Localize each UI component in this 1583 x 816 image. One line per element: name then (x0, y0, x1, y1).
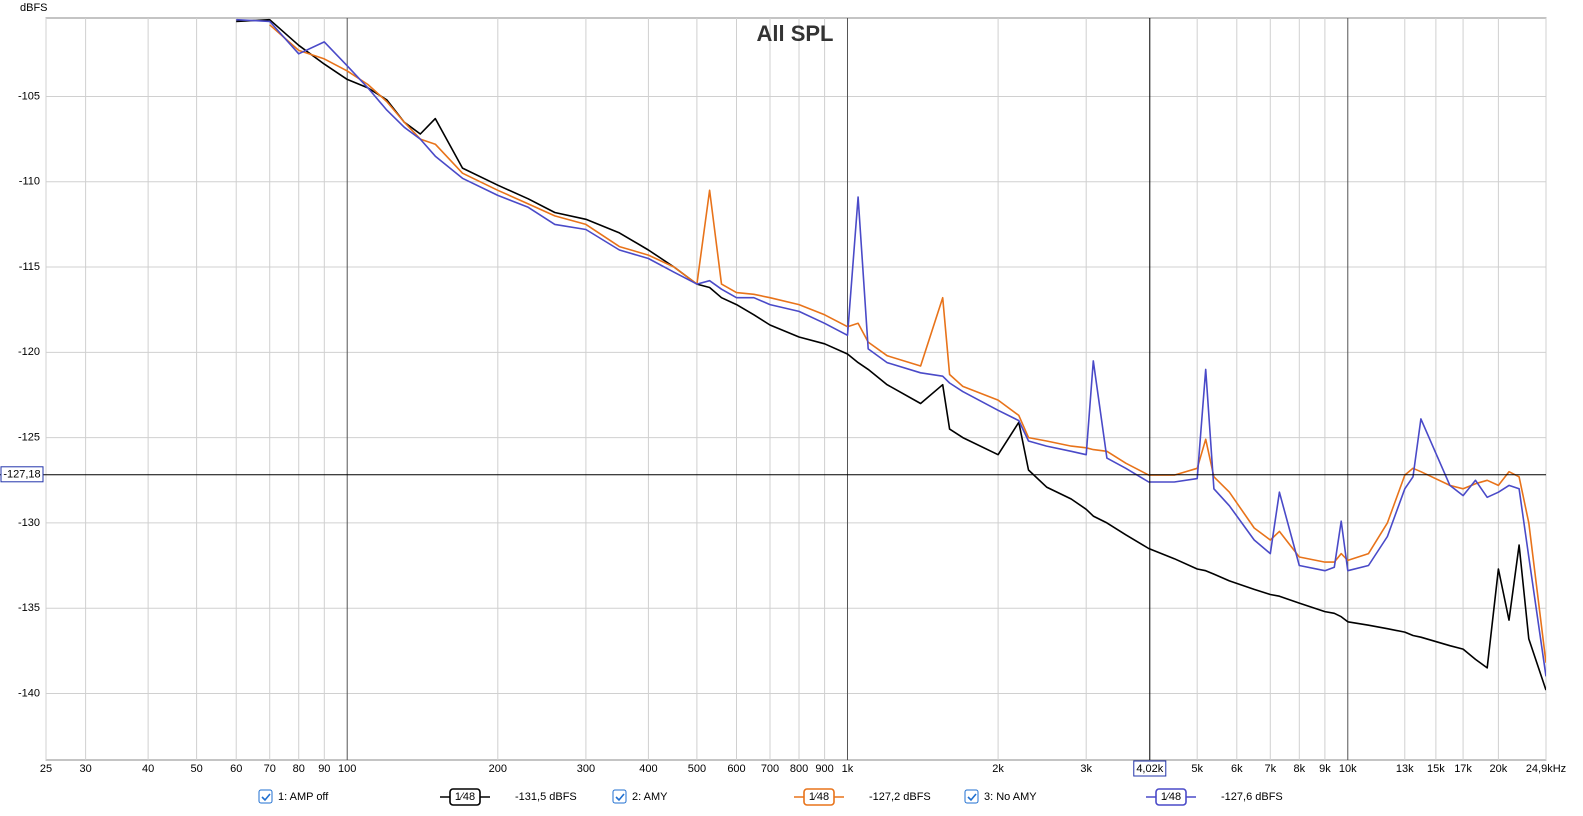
x-tick-label: 70 (264, 763, 276, 775)
x-tick-label: 5k (1191, 763, 1203, 775)
cursor-y-box (0, 466, 44, 483)
series-line (236, 18, 1546, 677)
plot-area (45, 17, 1547, 761)
x-tick-label: 13k (1396, 763, 1414, 775)
y-tick-label: -115 (19, 261, 40, 273)
legend-smoothing: 1⁄48 (809, 791, 829, 803)
legend-smoothing: 1⁄48 (1161, 791, 1181, 803)
y-tick-label: -130 (18, 517, 40, 529)
x-tick-label: 30 (79, 763, 91, 775)
x-tick-label: 300 (577, 763, 595, 775)
legend-name[interactable]: 3: No AMY (984, 791, 1037, 803)
x-tick-label: 1k (842, 763, 854, 775)
y-tick-label: -140 (18, 687, 40, 699)
series-line (269, 24, 1546, 663)
x-tick-label: 50 (190, 763, 202, 775)
legend-name[interactable]: 2: AMY (632, 791, 668, 803)
x-tick-label: 100 (338, 763, 356, 775)
legend-readout: -127,6 dBFS (1221, 791, 1283, 803)
x-tick-label: 80 (293, 763, 305, 775)
x-tick-label: 24,9kHz (1526, 763, 1566, 775)
x-tick-label: 800 (790, 763, 808, 775)
y-tick-label: -125 (18, 432, 40, 444)
legend-smoothing-box[interactable] (803, 788, 835, 806)
x-tick-label: 90 (318, 763, 330, 775)
x-tick-label: 2k (992, 763, 1004, 775)
x-tick-label: 9k (1319, 763, 1331, 775)
x-tick-label: 20k (1490, 763, 1508, 775)
legend-checkbox[interactable] (258, 789, 273, 804)
x-tick-label: 25 (40, 763, 52, 775)
x-tick-label: 8k (1293, 763, 1305, 775)
x-tick-label: 7k (1264, 763, 1276, 775)
x-tick-label: 17k (1454, 763, 1472, 775)
legend-smoothing-box[interactable] (1155, 788, 1187, 806)
cursor-x-box (1133, 760, 1167, 777)
checkmark (967, 793, 977, 802)
y-tick-label: -120 (18, 346, 40, 358)
legend-readout: -131,5 dBFS (515, 791, 577, 803)
x-tick-label: 60 (230, 763, 242, 775)
legend-name[interactable]: 1: AMP off (278, 791, 329, 803)
x-tick-label: 40 (142, 763, 154, 775)
y-tick-label: -110 (19, 176, 40, 188)
legend-smoothing: 1⁄48 (455, 791, 475, 803)
x-tick-label: 10k (1339, 763, 1357, 775)
y-axis-label: dBFS (20, 2, 48, 14)
y-tick-label: -105 (18, 90, 40, 102)
overlay: -105 -110 -115 -120 -125 -130 -135 -140 25 30 40 50… (0, 18, 1566, 806)
x-tick-label: 15k (1427, 763, 1445, 775)
legend-checkbox[interactable] (612, 789, 627, 804)
checkmark (615, 793, 625, 802)
legend-readout: -127,2 dBFS (869, 791, 931, 803)
x-tick-label: 900 (815, 763, 833, 775)
cursor-x-label: 4,02k (1136, 763, 1163, 775)
grid (45, 18, 1547, 760)
x-tick-label: 6k (1231, 763, 1243, 775)
cursor-y-label: -127,18 (3, 469, 40, 481)
x-tick-label: 200 (489, 763, 507, 775)
legend-checkbox[interactable] (964, 789, 979, 804)
x-tick-label: 500 (688, 763, 706, 775)
chart-title: All SPL (756, 21, 833, 46)
x-tick-label: 400 (639, 763, 657, 775)
x-tick-label: 700 (761, 763, 779, 775)
x-tick-label: 600 (727, 763, 745, 775)
x-tick-label: 3k (1080, 763, 1092, 775)
y-tick-label: -135 (18, 602, 40, 614)
lines (236, 18, 1546, 691)
legend-smoothing-box[interactable] (449, 788, 481, 806)
checkmark (261, 793, 271, 802)
